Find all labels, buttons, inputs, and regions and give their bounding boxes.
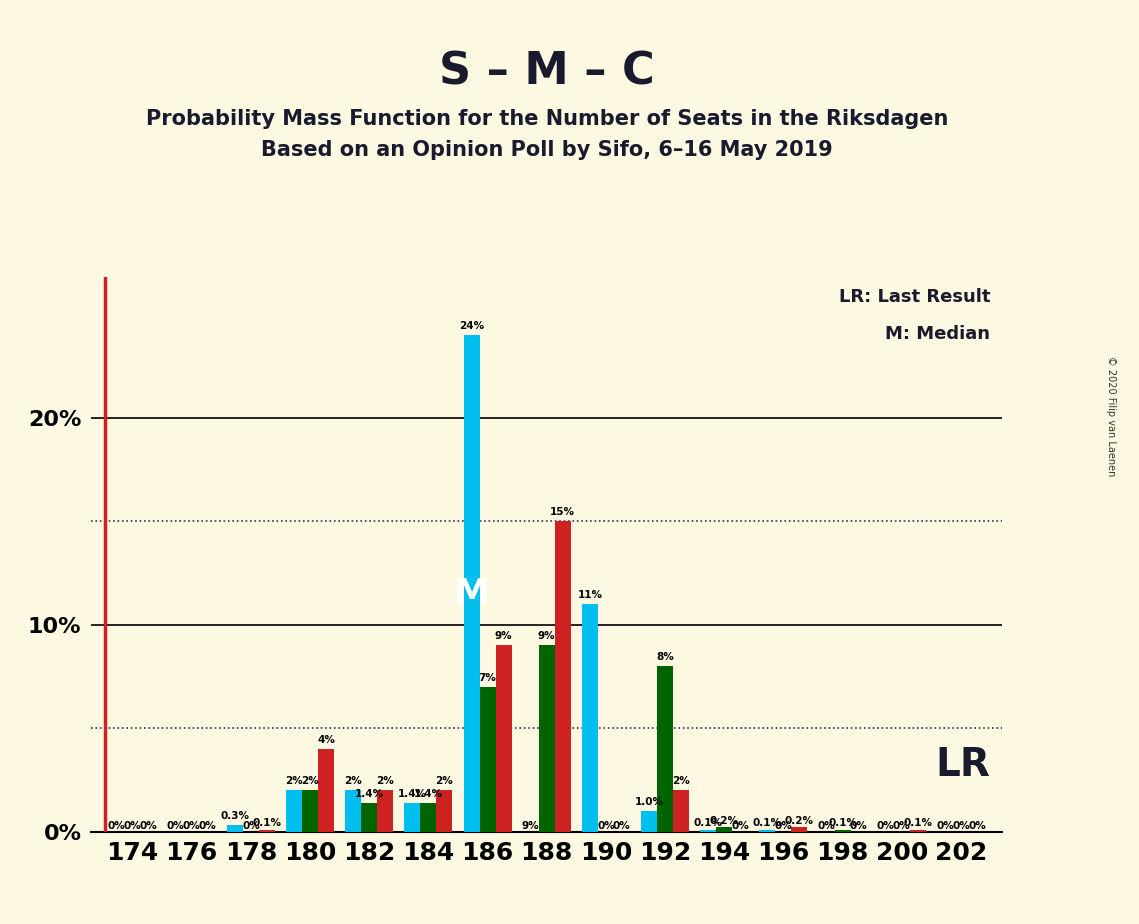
Text: 0%: 0% [597,821,615,831]
Text: 0%: 0% [968,821,985,831]
Bar [673,790,689,832]
Text: 0%: 0% [877,821,894,831]
Text: 0%: 0% [731,821,749,831]
Bar [480,687,495,832]
Text: © 2020 Filip van Laenen: © 2020 Filip van Laenen [1106,356,1115,476]
Text: 1.4%: 1.4% [354,788,384,798]
Text: 0.2%: 0.2% [710,817,739,826]
Text: 24%: 24% [459,321,484,331]
Text: 8%: 8% [656,652,674,662]
Text: 1.0%: 1.0% [634,796,664,807]
Bar [436,790,452,832]
Text: 0.1%: 0.1% [828,819,857,829]
Bar [302,790,318,832]
Text: 0%: 0% [140,821,157,831]
Text: 2%: 2% [285,776,303,786]
Bar [792,828,808,832]
Text: 0%: 0% [108,821,125,831]
Text: 0%: 0% [124,821,141,831]
Bar [259,830,274,832]
Bar [910,830,926,832]
Text: 0.2%: 0.2% [785,817,814,826]
Text: 0%: 0% [936,821,953,831]
Text: LR: LR [935,747,991,784]
Text: S – M – C: S – M – C [439,51,655,94]
Text: 2%: 2% [301,776,319,786]
Text: 0%: 0% [893,821,910,831]
Text: 0%: 0% [818,821,836,831]
Text: 1.4%: 1.4% [398,788,427,798]
Bar [657,666,673,832]
Bar [420,803,436,832]
Bar [582,604,598,832]
Bar [377,790,393,832]
Bar [555,521,571,832]
Bar [641,811,657,832]
Text: 0.1%: 0.1% [753,819,781,829]
Text: 0%: 0% [850,821,868,831]
Text: 11%: 11% [577,590,603,600]
Text: 2%: 2% [435,776,453,786]
Bar [345,790,361,832]
Text: 0.1%: 0.1% [903,819,932,829]
Text: 4%: 4% [317,735,335,745]
Text: 9%: 9% [522,821,540,831]
Text: 15%: 15% [550,507,575,517]
Text: 0.3%: 0.3% [221,811,249,821]
Text: 0%: 0% [775,821,793,831]
Bar [318,748,334,832]
Text: 2%: 2% [376,776,394,786]
Text: 9%: 9% [494,631,513,641]
Bar [286,790,302,832]
Text: 1.4%: 1.4% [413,788,443,798]
Text: 0%: 0% [613,821,631,831]
Text: 0%: 0% [199,821,216,831]
Text: 0%: 0% [183,821,200,831]
Text: 9%: 9% [538,631,556,641]
Bar [700,830,716,832]
Text: 0%: 0% [241,821,260,831]
Text: Probability Mass Function for the Number of Seats in the Riksdagen: Probability Mass Function for the Number… [146,109,948,129]
Bar [835,830,851,832]
Text: 0%: 0% [952,821,969,831]
Text: 0.1%: 0.1% [694,819,723,829]
Text: 0%: 0% [166,821,185,831]
Text: M: Median: M: Median [885,324,991,343]
Text: M: M [453,577,490,611]
Text: 7%: 7% [478,673,497,683]
Text: 2%: 2% [344,776,362,786]
Bar [227,825,243,832]
Text: LR: Last Result: LR: Last Result [839,287,991,306]
Text: 0.1%: 0.1% [253,819,281,829]
Bar [760,830,776,832]
Bar [404,803,420,832]
Bar [464,335,480,832]
Text: 2%: 2% [672,776,690,786]
Bar [495,646,511,832]
Bar [539,646,555,832]
Text: Based on an Opinion Poll by Sifo, 6–16 May 2019: Based on an Opinion Poll by Sifo, 6–16 M… [261,140,833,161]
Bar [361,803,377,832]
Bar [716,828,732,832]
